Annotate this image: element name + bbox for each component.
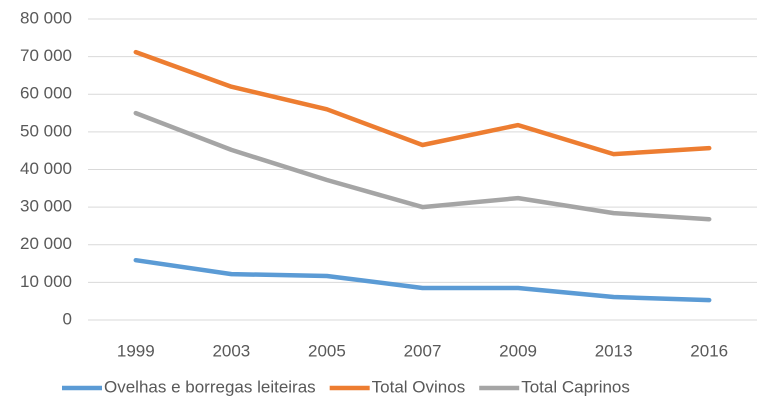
series-line (133, 257, 712, 303)
y-tick-label: 70 000 (20, 46, 72, 65)
x-tick-label: 2009 (499, 341, 537, 360)
x-tick-label: 2005 (308, 341, 346, 360)
x-tick-label: 1999 (117, 341, 155, 360)
legend-label: Ovelhas e borregas leiteiras (104, 377, 316, 396)
y-tick-label: 60 000 (20, 84, 72, 103)
x-tick-label: 2003 (212, 341, 250, 360)
series-line (133, 49, 712, 157)
y-tick-label: 80 000 (20, 8, 72, 27)
y-tick-label: 30 000 (20, 197, 72, 216)
x-tick-label: 2007 (404, 341, 442, 360)
y-tick-label: 20 000 (20, 234, 72, 253)
series-line (133, 110, 712, 222)
legend-label: Total Ovinos (372, 377, 466, 396)
x-tick-label: 2013 (595, 341, 633, 360)
legend-label: Total Caprinos (521, 377, 630, 396)
y-tick-label: 10 000 (20, 272, 72, 291)
y-tick-label: 40 000 (20, 159, 72, 178)
x-tick-label: 2016 (690, 341, 728, 360)
y-tick-label: 50 000 (20, 121, 72, 140)
y-tick-label: 0 (63, 309, 72, 328)
